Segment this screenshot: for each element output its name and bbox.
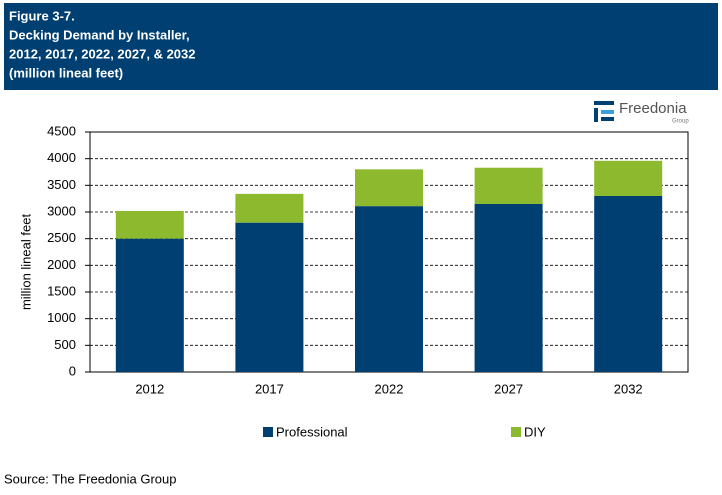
x-tick-label: 2027	[494, 381, 523, 396]
y-tick-label: 4500	[47, 123, 76, 138]
x-tick-label: 2032	[614, 381, 643, 396]
bar-segment	[115, 210, 184, 239]
y-tick-label: 3000	[47, 203, 76, 218]
subtitle: (million lineal feet)	[9, 65, 123, 80]
bar-segment	[355, 206, 423, 372]
bar-segment	[355, 169, 423, 207]
y-tick-label: 2500	[47, 230, 76, 245]
logo-bar	[594, 101, 614, 105]
y-tick-label: 2000	[47, 257, 76, 272]
title-line: 2012, 2017, 2022, 2027, & 2032	[9, 46, 196, 61]
bar-segment	[115, 238, 184, 372]
title-line: Decking Demand by Installer,	[9, 27, 190, 42]
logo-sub: Group	[672, 119, 689, 125]
x-tick-label: 2022	[375, 381, 404, 396]
y-tick-label: 0	[69, 363, 76, 378]
x-tick-label: 2012	[135, 381, 164, 396]
y-axis-label: million lineal feet	[18, 214, 33, 310]
y-tick-label: 1500	[47, 283, 76, 298]
logo-name: Freedonia	[619, 100, 687, 117]
legend-swatch	[511, 427, 521, 437]
figure-label: Figure 3-7.	[9, 8, 75, 23]
y-tick-label: 1000	[47, 310, 76, 325]
bar-segment	[594, 160, 663, 196]
logo-bar	[594, 108, 598, 122]
legend-label: DIY	[524, 424, 546, 439]
logo: Freedonia Group	[594, 100, 689, 125]
source: Source: The Freedonia Group	[4, 471, 176, 486]
legend-label: Professional	[276, 424, 348, 439]
legend-swatch	[263, 427, 273, 437]
bar-segment	[474, 167, 543, 204]
bar-segment	[235, 193, 304, 223]
logo-bar	[601, 110, 614, 114]
x-tick-label: 2017	[255, 381, 284, 396]
bar-segment	[474, 204, 543, 372]
logo-bar	[601, 117, 614, 121]
y-tick-label: 4000	[47, 150, 76, 165]
y-tick-label: 500	[54, 337, 76, 352]
header-band	[4, 3, 718, 90]
y-tick-label: 3500	[47, 177, 76, 192]
bar-segment	[235, 222, 304, 372]
bar-segment	[594, 196, 663, 372]
